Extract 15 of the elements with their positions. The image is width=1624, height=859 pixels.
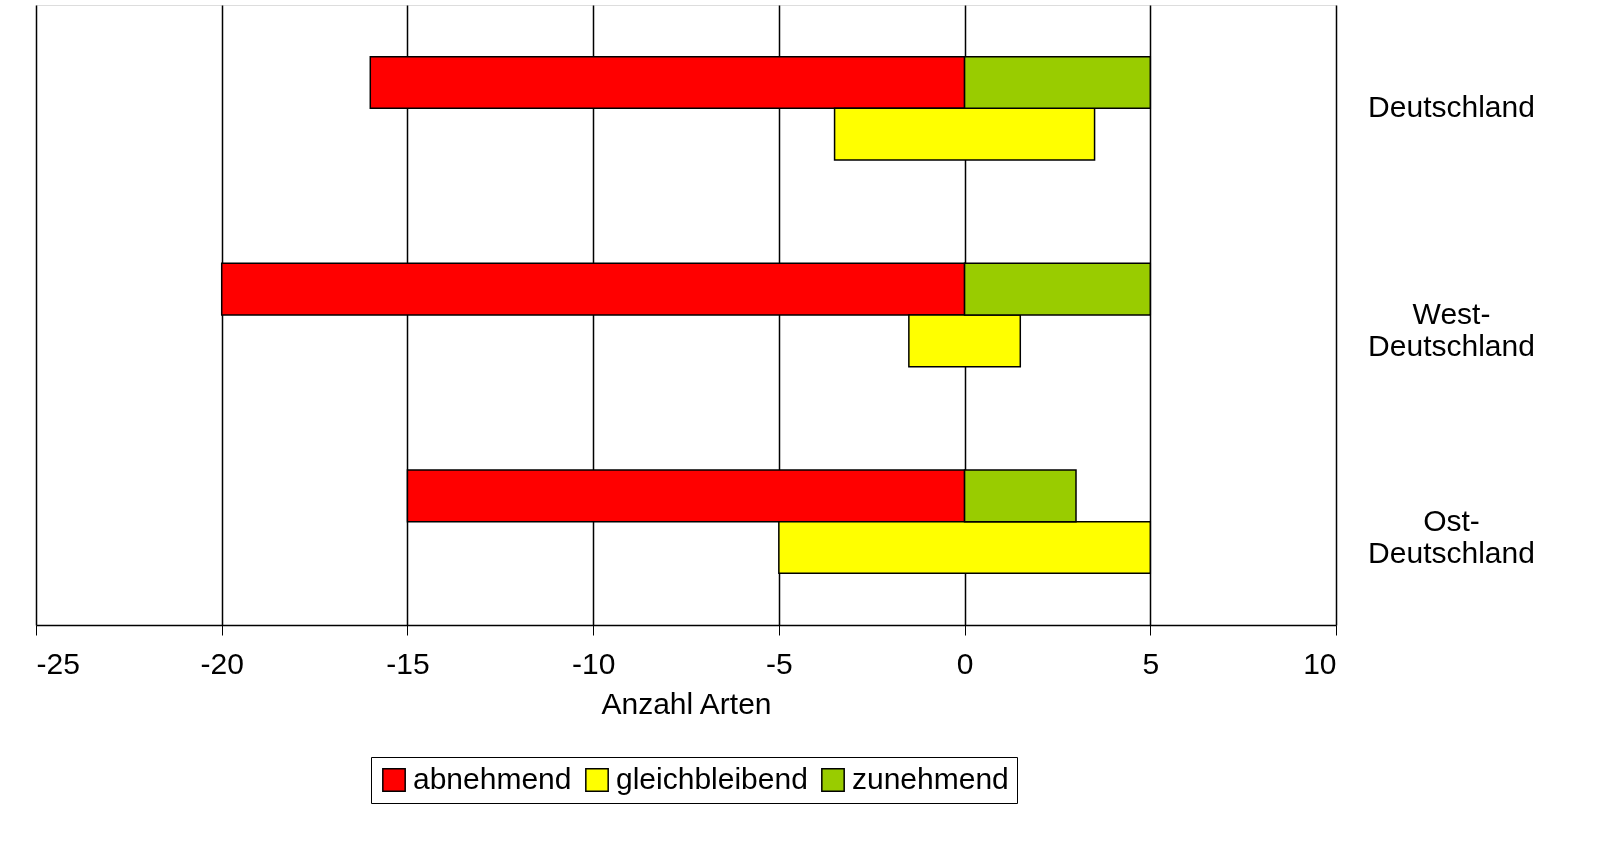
- legend-label: gleichbleibend: [616, 762, 808, 795]
- x-tick-label: -20: [200, 646, 244, 680]
- y-tick-label: Ost-Deutschland: [1368, 503, 1535, 569]
- x-tick-label: 5: [1142, 646, 1160, 680]
- x-tick-label: -15: [386, 646, 430, 680]
- x-tick-label: -10: [571, 646, 616, 680]
- x-tick-label: 10: [1303, 646, 1337, 680]
- x-axis-title: Anzahl Arten: [601, 686, 772, 720]
- legend-label: abnehmend: [413, 762, 572, 795]
- x-tick-label: -25: [36, 646, 80, 680]
- y-tick-label: Deutschland: [1368, 90, 1535, 124]
- x-tick-label: -5: [766, 646, 793, 680]
- y-tick-label: West-Deutschland: [1368, 297, 1535, 362]
- x-tick-label: 0: [956, 646, 974, 680]
- legend-label: zunehmend: [852, 762, 1009, 795]
